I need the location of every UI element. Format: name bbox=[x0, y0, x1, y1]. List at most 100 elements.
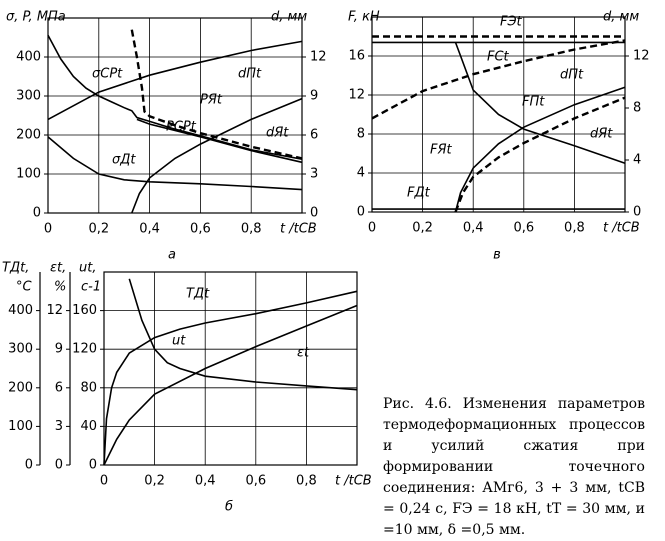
y-tick-label: 300 bbox=[8, 342, 33, 357]
series-line bbox=[130, 29, 303, 160]
series-label: σДt bbox=[112, 153, 136, 168]
y-tick-label: 9 bbox=[55, 342, 63, 357]
y-tick-label: 3 bbox=[55, 419, 63, 434]
series-label: σСРt bbox=[92, 67, 123, 82]
x-tick-label: 0 bbox=[44, 222, 52, 237]
series-line bbox=[371, 39, 626, 120]
y-tick-label: 80 bbox=[80, 380, 97, 395]
y-tick-label: 0 bbox=[633, 205, 641, 220]
x-tick-label: 0,4 bbox=[195, 474, 216, 489]
x-tick-label: 0,4 bbox=[139, 222, 160, 237]
x-tick-label: 0,2 bbox=[88, 222, 109, 237]
plot-frame bbox=[47, 17, 303, 214]
y-tick-label: 300 bbox=[16, 89, 41, 104]
y-axis-label: °C bbox=[16, 280, 33, 295]
x-tick-label: 0,6 bbox=[513, 221, 534, 236]
y-axis-label: TДt, bbox=[2, 261, 29, 276]
plot-frame bbox=[371, 16, 626, 213]
series-label: TДt bbox=[186, 287, 210, 302]
panel-label: в bbox=[493, 248, 501, 263]
y-axis-label: F, кН bbox=[348, 10, 380, 25]
y-tick-label: 200 bbox=[16, 128, 41, 143]
series-line bbox=[454, 42, 626, 165]
x-tick-label: 0 bbox=[100, 474, 108, 489]
y-axis-label: % bbox=[54, 280, 66, 295]
y-tick-label: 12 bbox=[633, 49, 650, 64]
series-label: dЯt bbox=[266, 126, 289, 141]
series-line bbox=[128, 278, 358, 391]
series-label: FЯt bbox=[430, 143, 453, 158]
y-axis-label: d, мм bbox=[603, 10, 639, 25]
y-tick-label: 200 bbox=[8, 380, 33, 395]
x-tick-label: 0,6 bbox=[190, 222, 211, 237]
y-axis-label: εt, bbox=[50, 261, 66, 276]
y-tick-label: 4 bbox=[633, 153, 641, 168]
series-label: FЭt bbox=[500, 15, 523, 30]
series-line bbox=[47, 40, 303, 121]
page: 0 0,2 0,4 0,6 0,8 t /tСВ 0 100 200 300 400 σ, P, МП… bbox=[2, 9, 650, 538]
series-line bbox=[131, 97, 303, 214]
x-tick-label: 0 bbox=[368, 221, 376, 236]
series-line bbox=[47, 136, 303, 191]
y-axis-label: ut, bbox=[79, 261, 96, 276]
series-line bbox=[454, 96, 626, 213]
y-tick-label: 16 bbox=[348, 49, 365, 64]
series-label: dПt bbox=[238, 67, 262, 82]
y-axis-label: σ, P, МПа bbox=[6, 10, 66, 25]
series-line bbox=[136, 118, 303, 164]
x-tick-label: 0,8 bbox=[241, 222, 262, 237]
y-tick-label: 100 bbox=[16, 167, 41, 182]
series-line bbox=[47, 34, 303, 160]
x-axis-label: t /tСВ bbox=[603, 221, 640, 236]
y-tick-label: 400 bbox=[16, 50, 41, 65]
series-line bbox=[454, 86, 626, 213]
y-tick-label: 40 bbox=[80, 419, 97, 434]
y-tick-label: 0 bbox=[310, 206, 318, 221]
x-axis-label: t /tСВ bbox=[280, 222, 317, 237]
y-tick-label: 8 bbox=[633, 101, 641, 116]
x-tick-label: 0,6 bbox=[245, 474, 266, 489]
caption: Рис. 4.6. Изменения параметров термодефо… bbox=[383, 396, 645, 538]
series-line bbox=[103, 290, 358, 466]
y-tick-label: 3 bbox=[310, 167, 318, 182]
series-label: εt bbox=[297, 346, 310, 361]
series-line bbox=[103, 304, 358, 466]
series-label: dПt bbox=[560, 68, 584, 83]
y-tick-label: 12 bbox=[348, 88, 365, 103]
y-tick-label: 4 bbox=[357, 166, 365, 181]
series-label: FПt bbox=[522, 95, 545, 110]
y-tick-label: 120 bbox=[72, 342, 97, 357]
series-label: dЯt bbox=[590, 127, 613, 142]
x-tick-label: 0,8 bbox=[296, 474, 317, 489]
y-tick-label: 0 bbox=[25, 458, 33, 473]
y-tick-label: 0 bbox=[357, 205, 365, 220]
x-tick-label: 0,8 bbox=[564, 221, 585, 236]
plot-frame bbox=[103, 271, 358, 466]
series-label: ut bbox=[172, 334, 186, 349]
y-tick-label: 12 bbox=[46, 303, 63, 318]
y-tick-label: 0 bbox=[55, 458, 63, 473]
x-tick-label: 0,4 bbox=[463, 221, 484, 236]
y-tick-label: 0 bbox=[33, 206, 41, 221]
y-axis-label: d, мм bbox=[271, 10, 307, 25]
y-tick-label: 6 bbox=[310, 128, 318, 143]
series-label: FСt bbox=[487, 50, 510, 65]
y-tick-label: 160 bbox=[72, 303, 97, 318]
x-tick-label: 0,2 bbox=[144, 474, 165, 489]
y-tick-label: 9 bbox=[310, 89, 318, 104]
panel-label: а bbox=[168, 248, 176, 263]
y-tick-label: 8 bbox=[357, 127, 365, 142]
x-axis-label: t /tСВ bbox=[335, 474, 372, 489]
series-label: FДt bbox=[407, 186, 431, 201]
y-tick-label: 6 bbox=[55, 380, 63, 395]
x-tick-label: 0,2 bbox=[412, 221, 433, 236]
panel-label: б bbox=[225, 500, 233, 515]
y-tick-label: 400 bbox=[8, 303, 33, 318]
y-tick-label: 100 bbox=[8, 419, 33, 434]
series-label: PСРt bbox=[166, 120, 197, 135]
series-label: PЯt bbox=[200, 93, 223, 108]
y-tick-label: 0 bbox=[89, 458, 97, 473]
y-tick-label: 12 bbox=[310, 50, 327, 65]
y-axis-label: c-1 bbox=[81, 280, 101, 295]
